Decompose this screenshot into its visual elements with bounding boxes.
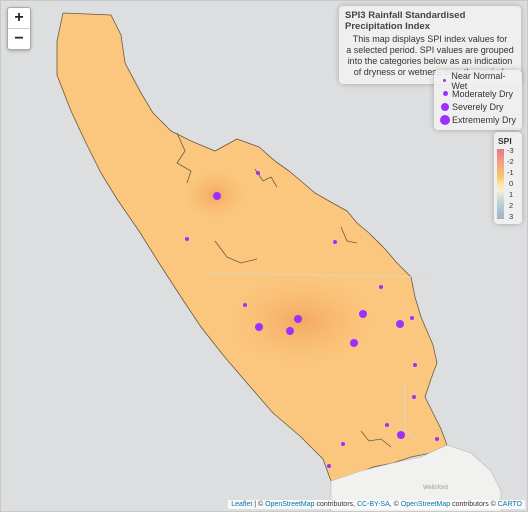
harbour-inlet bbox=[214, 240, 258, 264]
spi-tick: -1 bbox=[507, 168, 514, 177]
region-boundary bbox=[404, 379, 420, 442]
station-marker[interactable] bbox=[435, 437, 439, 441]
land-auckland bbox=[330, 444, 502, 511]
legend-label: Severely Dry bbox=[452, 101, 504, 112]
station-marker[interactable] bbox=[359, 310, 367, 318]
station-marker[interactable] bbox=[350, 339, 358, 347]
info-panel: SPI3 Rainfall Standardised Precipitation… bbox=[339, 6, 521, 84]
leaflet-link[interactable]: Leaflet bbox=[231, 501, 253, 508]
info-line: into the categories below as an indicati… bbox=[347, 56, 513, 66]
spi-color-ramp bbox=[497, 149, 504, 219]
legend-item: Extrememly Dry bbox=[438, 113, 518, 126]
station-marker[interactable] bbox=[397, 431, 405, 439]
station-marker[interactable] bbox=[379, 285, 383, 289]
harbour-inlet bbox=[360, 430, 392, 448]
carto-link[interactable]: CARTO bbox=[497, 501, 522, 508]
osm-link[interactable]: OpenStreetMap bbox=[265, 501, 315, 508]
legend-item: Moderately Dry bbox=[438, 87, 518, 100]
info-line: This map displays SPI index values for bbox=[352, 34, 508, 44]
osm-link-2[interactable]: OpenStreetMap bbox=[400, 501, 451, 508]
legend-item: Severely Dry bbox=[438, 100, 518, 113]
spi-tick: -3 bbox=[507, 146, 514, 155]
category-legend: Near Normal-Wet Moderately Dry Severely … bbox=[434, 70, 522, 130]
station-marker[interactable] bbox=[385, 423, 389, 427]
station-marker[interactable] bbox=[286, 327, 294, 335]
info-line: of dryness or wetness over the period. bbox=[353, 67, 507, 77]
station-marker[interactable] bbox=[412, 395, 416, 399]
legend-item: Near Normal-Wet bbox=[438, 71, 518, 91]
legend-label: Moderately Dry bbox=[452, 88, 514, 99]
station-marker[interactable] bbox=[294, 315, 302, 323]
legend-dot-icon bbox=[442, 91, 448, 96]
station-marker[interactable] bbox=[185, 237, 189, 241]
info-line: a selected period. SPI values are groupe… bbox=[346, 45, 514, 55]
harbour-inlet bbox=[254, 168, 278, 188]
ccbysa-link[interactable]: CC-BY-SA bbox=[356, 501, 390, 508]
spi-tick: 1 bbox=[509, 190, 514, 199]
station-marker[interactable] bbox=[327, 464, 331, 468]
station-markers bbox=[185, 171, 439, 468]
town-label: Wellsford bbox=[423, 485, 448, 491]
station-marker[interactable] bbox=[256, 171, 260, 175]
harbour-inlet bbox=[340, 226, 358, 244]
legend-dot-icon bbox=[440, 114, 450, 125]
spi-tick: 0 bbox=[509, 179, 514, 188]
station-marker[interactable] bbox=[243, 303, 247, 307]
station-marker[interactable] bbox=[255, 323, 263, 331]
legend-dot-icon bbox=[441, 102, 449, 111]
map-attribution: Leaflet | © OpenStreetMap contributors, … bbox=[228, 500, 525, 509]
legend-dot-icon bbox=[443, 79, 447, 82]
legend-label: Extrememly Dry bbox=[452, 114, 517, 125]
spi-legend: SPI -3 -2 -1 0 1 2 3 bbox=[494, 132, 522, 224]
station-marker[interactable] bbox=[213, 192, 221, 200]
spi-tick: 2 bbox=[509, 201, 514, 210]
zoom-in-button[interactable]: + bbox=[14, 9, 24, 26]
station-marker[interactable] bbox=[396, 320, 404, 328]
zoom-out-button[interactable]: − bbox=[8, 28, 30, 49]
spi-tick: -2 bbox=[507, 157, 514, 166]
region-boundary bbox=[210, 272, 432, 278]
station-marker[interactable] bbox=[410, 316, 414, 320]
harbour-inlet bbox=[176, 132, 192, 184]
station-marker[interactable] bbox=[333, 240, 337, 244]
legend-label: Near Normal-Wet bbox=[451, 70, 506, 91]
station-marker[interactable] bbox=[341, 442, 345, 446]
zoom-control: + − bbox=[7, 7, 31, 50]
spi-tick: 3 bbox=[509, 212, 514, 221]
info-title: SPI3 Rainfall Standardised Precipitation… bbox=[345, 10, 466, 32]
station-marker[interactable] bbox=[413, 363, 417, 367]
spi-legend-title: SPI bbox=[498, 136, 512, 146]
